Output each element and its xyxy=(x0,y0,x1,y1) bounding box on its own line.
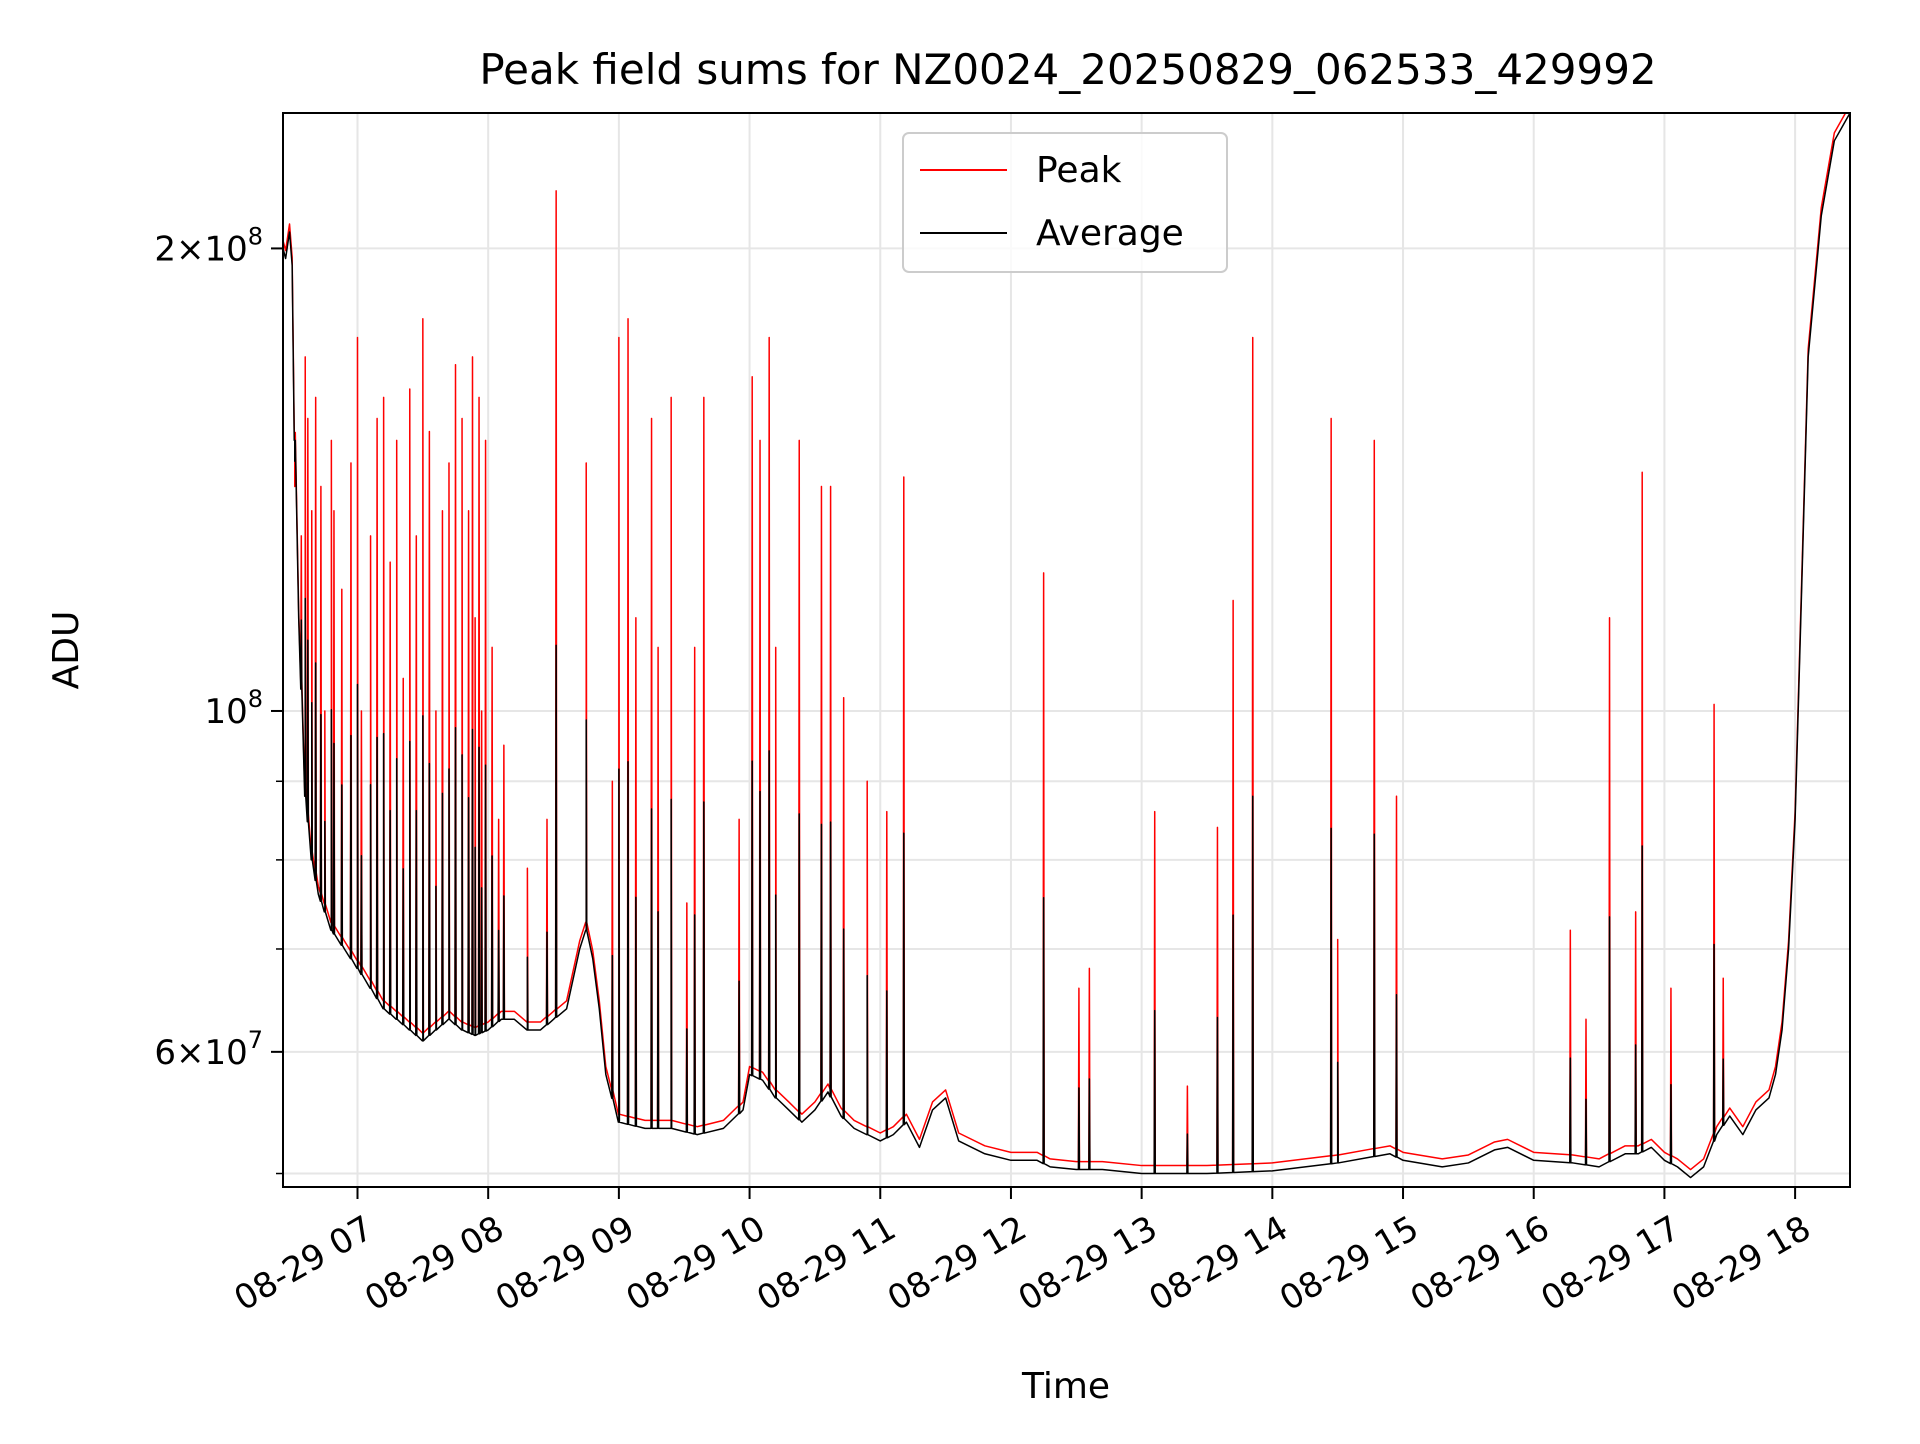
legend-label-average: Average xyxy=(1036,213,1184,254)
legend: Peak Average xyxy=(902,132,1228,273)
average-series-line xyxy=(283,113,1850,1179)
legend-label-peak: Peak xyxy=(1036,150,1122,191)
y-axis-label: ADU xyxy=(46,611,87,690)
x-axis-label: Time xyxy=(1021,1366,1110,1407)
y-axis: 108 2×108 6×107 xyxy=(154,222,283,1175)
y-tick-label: 2×108 xyxy=(154,222,263,269)
legend-box xyxy=(902,132,1228,273)
chart-title: Peak field sums for NZ0024_20250829_0625… xyxy=(479,45,1656,94)
grid xyxy=(283,113,1850,1187)
series-layer xyxy=(283,113,1850,1179)
y-tick-label: 108 xyxy=(204,685,263,732)
y-tick-label: 6×107 xyxy=(154,1026,263,1073)
plot-frame xyxy=(282,112,1851,1188)
